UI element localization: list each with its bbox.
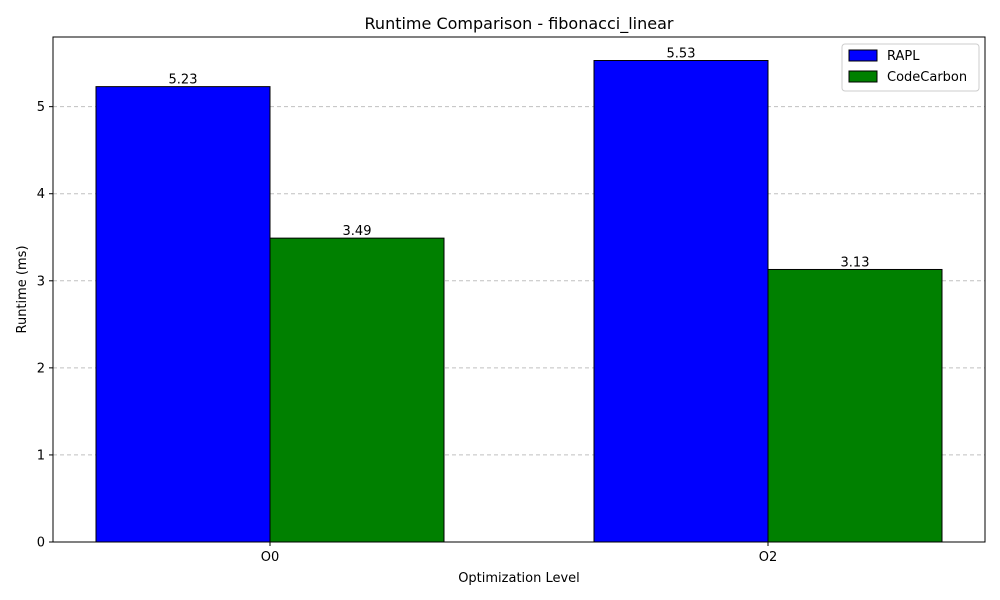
y-tick-label: 3 [37,274,45,289]
x-tick-label: O2 [759,550,778,565]
bars [95,60,943,543]
bar-codecarbon-o0 [269,237,445,543]
y-tick-label: 1 [37,448,45,463]
legend-swatch-codecarbon [848,70,878,83]
y-axis-label: Runtime (ms) [15,245,30,333]
bar-codecarbon-o2 [767,268,943,543]
y-tick-label: 5 [37,100,45,115]
legend-label-codecarbon: CodeCarbon [887,70,967,85]
legend-label-rapl: RAPL [887,49,920,64]
bar-rapl-o2 [593,60,769,543]
y-tick-label: 2 [37,361,45,376]
bar-value-labels: 5.23 3.49 5.53 3.13 [169,47,870,271]
chart-title: Runtime Comparison - fibonacci_linear [365,14,674,34]
bar-value-label: 3.49 [343,224,372,239]
legend-swatch-rapl [848,49,878,62]
y-axis: 0 1 2 3 4 5 [37,100,53,551]
plot-area-frame [52,36,986,543]
bar-rapl-o0 [95,86,271,543]
x-tick-label: O0 [261,550,280,565]
legend: RAPL CodeCarbon [841,43,980,92]
bar-value-label: 3.13 [841,255,870,270]
bar-value-label: 5.53 [667,47,696,62]
y-tick-label: 0 [37,536,45,551]
bar-value-label: 5.23 [169,73,198,88]
x-axis-label: Optimization Level [458,571,580,586]
y-tick-label: 4 [37,187,45,202]
x-axis: O0 O2 [261,542,778,565]
